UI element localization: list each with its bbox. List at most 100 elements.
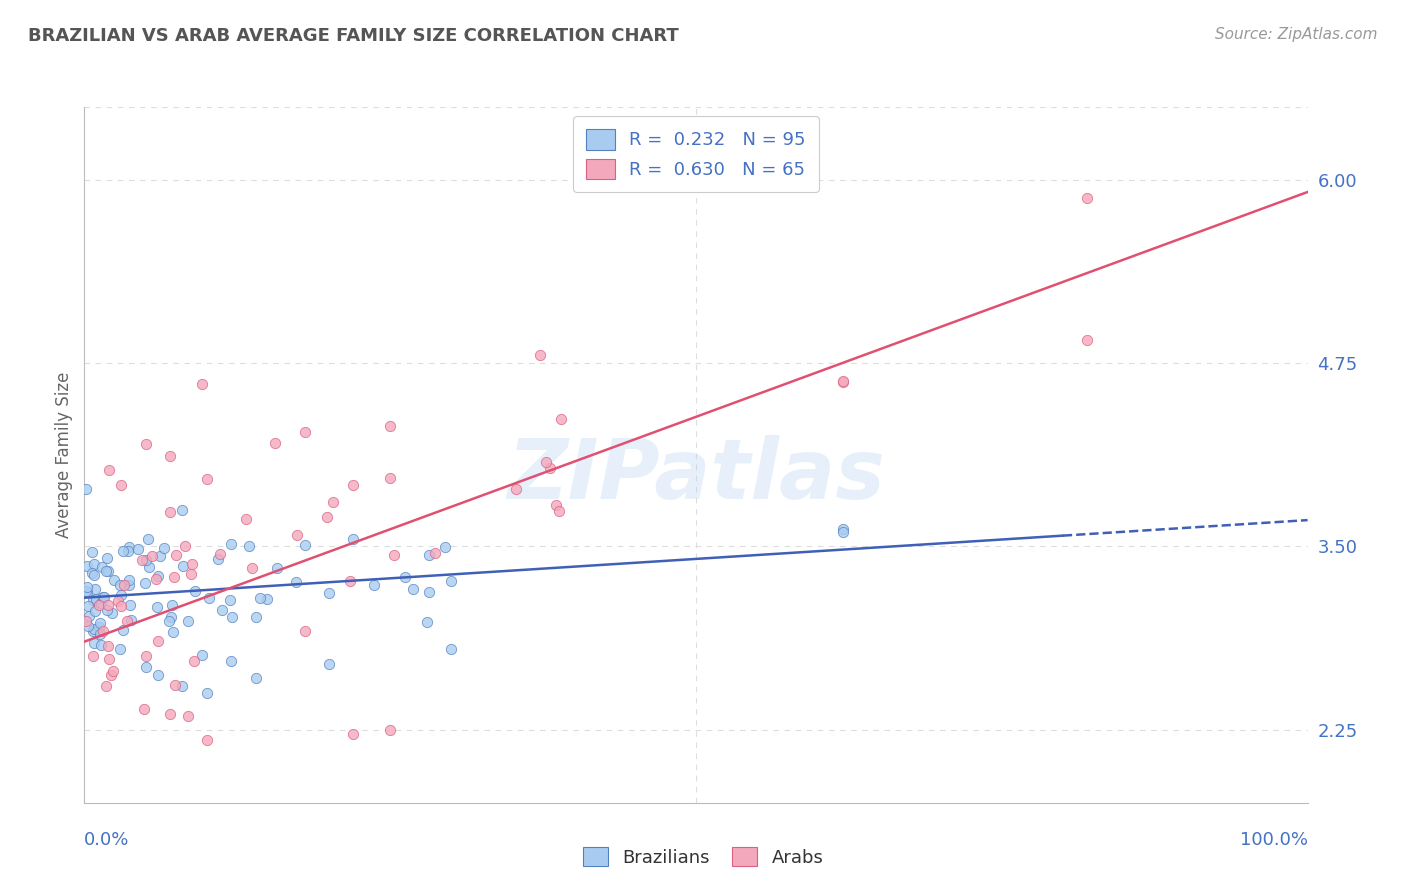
Point bbox=[110, 642, 132, 657]
Point bbox=[240, 561, 263, 575]
Point bbox=[159, 610, 181, 624]
Point bbox=[159, 707, 181, 722]
Point bbox=[177, 614, 200, 628]
Point bbox=[82, 592, 104, 607]
Point bbox=[342, 532, 364, 546]
Point bbox=[440, 574, 463, 588]
Point bbox=[108, 578, 131, 592]
Point bbox=[136, 532, 159, 546]
Point bbox=[440, 642, 463, 657]
Point bbox=[135, 437, 157, 451]
Point bbox=[93, 590, 115, 604]
Point bbox=[117, 543, 139, 558]
Point bbox=[163, 678, 186, 692]
Point bbox=[83, 557, 105, 571]
Point bbox=[97, 639, 120, 653]
Point bbox=[75, 482, 97, 496]
Point bbox=[83, 622, 105, 636]
Point bbox=[103, 573, 125, 587]
Text: BRAZILIAN VS ARAB AVERAGE FAMILY SIZE CORRELATION CHART: BRAZILIAN VS ARAB AVERAGE FAMILY SIZE CO… bbox=[28, 27, 679, 45]
Point bbox=[96, 598, 118, 612]
Point bbox=[82, 649, 104, 664]
Point bbox=[94, 679, 117, 693]
Point bbox=[285, 574, 308, 589]
Point bbox=[538, 460, 561, 475]
Point bbox=[110, 588, 132, 602]
Point bbox=[548, 504, 571, 518]
Point bbox=[172, 679, 194, 693]
Point bbox=[318, 585, 340, 599]
Point bbox=[75, 615, 97, 629]
Point bbox=[264, 435, 287, 450]
Point bbox=[134, 576, 156, 591]
Point bbox=[831, 522, 853, 536]
Point bbox=[208, 547, 231, 561]
Point bbox=[363, 577, 385, 591]
Point bbox=[831, 376, 853, 390]
Point bbox=[183, 583, 205, 598]
Point bbox=[83, 568, 105, 582]
Point bbox=[402, 582, 425, 596]
Point bbox=[380, 419, 402, 434]
Point bbox=[180, 566, 202, 581]
Point bbox=[1076, 333, 1098, 347]
Point bbox=[110, 599, 132, 613]
Point bbox=[191, 377, 214, 392]
Point bbox=[76, 580, 98, 594]
Point bbox=[339, 574, 361, 588]
Point bbox=[534, 455, 557, 469]
Point bbox=[84, 604, 107, 618]
Point bbox=[111, 543, 134, 558]
Point bbox=[83, 636, 105, 650]
Point bbox=[322, 495, 344, 509]
Point bbox=[80, 566, 103, 581]
Point bbox=[75, 583, 97, 598]
Point bbox=[115, 615, 138, 629]
Point bbox=[112, 578, 135, 592]
Point bbox=[91, 560, 114, 574]
Point bbox=[287, 528, 309, 542]
Point bbox=[544, 498, 567, 512]
Point bbox=[221, 610, 243, 624]
Point bbox=[416, 615, 439, 630]
Point bbox=[90, 638, 112, 652]
Point bbox=[831, 375, 853, 389]
Point bbox=[120, 598, 142, 612]
Y-axis label: Average Family Size: Average Family Size bbox=[55, 372, 73, 538]
Point bbox=[89, 615, 111, 630]
Point bbox=[195, 732, 218, 747]
Point bbox=[195, 686, 218, 700]
Point bbox=[97, 565, 120, 579]
Point bbox=[191, 648, 214, 663]
Point bbox=[89, 598, 111, 612]
Point bbox=[183, 654, 205, 668]
Text: 100.0%: 100.0% bbox=[1240, 830, 1308, 848]
Point bbox=[152, 541, 174, 555]
Point bbox=[172, 502, 194, 516]
Point bbox=[100, 668, 122, 682]
Point bbox=[219, 654, 242, 668]
Point bbox=[145, 572, 167, 586]
Point bbox=[91, 624, 114, 639]
Point bbox=[380, 723, 402, 737]
Point bbox=[101, 606, 124, 620]
Legend: Brazilians, Arabs: Brazilians, Arabs bbox=[575, 840, 831, 874]
Point bbox=[342, 478, 364, 492]
Point bbox=[91, 590, 114, 604]
Point bbox=[80, 545, 103, 559]
Point bbox=[135, 659, 157, 673]
Point bbox=[94, 565, 117, 579]
Point bbox=[550, 412, 572, 426]
Point bbox=[141, 549, 163, 564]
Point bbox=[256, 591, 278, 606]
Point bbox=[505, 483, 527, 497]
Point bbox=[160, 598, 183, 612]
Point bbox=[118, 540, 141, 554]
Point bbox=[159, 505, 181, 519]
Point bbox=[89, 627, 111, 641]
Point bbox=[118, 578, 141, 592]
Point bbox=[235, 512, 257, 526]
Point bbox=[219, 537, 242, 551]
Point bbox=[120, 613, 142, 627]
Point bbox=[118, 573, 141, 587]
